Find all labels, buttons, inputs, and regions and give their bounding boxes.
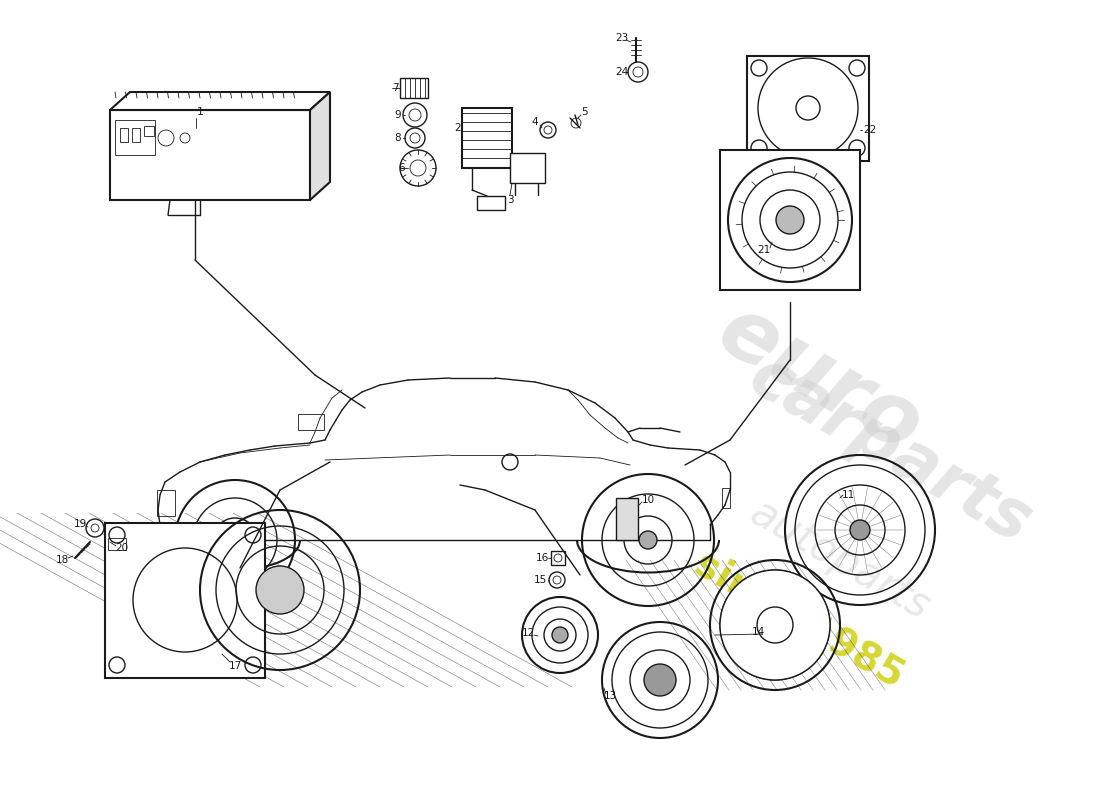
Text: 1: 1	[197, 107, 204, 117]
Circle shape	[720, 570, 830, 680]
Text: carparts: carparts	[737, 342, 1043, 558]
Circle shape	[758, 58, 858, 158]
Text: euro: euro	[703, 289, 936, 471]
Text: 18: 18	[55, 555, 68, 565]
Circle shape	[776, 206, 804, 234]
Text: 8: 8	[395, 133, 402, 143]
Bar	[110, 110, 310, 200]
Circle shape	[256, 566, 304, 614]
Circle shape	[850, 520, 870, 540]
Bar	[510, 153, 544, 183]
Text: 3: 3	[507, 195, 514, 205]
Bar	[157, 490, 175, 516]
Polygon shape	[110, 92, 330, 110]
Text: 14: 14	[751, 627, 764, 637]
Polygon shape	[310, 92, 330, 200]
Text: 21: 21	[758, 245, 771, 255]
Text: 23: 23	[615, 33, 628, 43]
Bar	[616, 498, 638, 540]
Text: 11: 11	[842, 490, 855, 500]
Text: 4: 4	[531, 117, 538, 127]
Text: 6: 6	[398, 163, 405, 173]
Bar	[462, 108, 512, 168]
Text: 20: 20	[116, 543, 129, 553]
Text: 5: 5	[582, 107, 588, 117]
Bar	[104, 523, 265, 678]
Bar	[116, 120, 155, 155]
Circle shape	[227, 532, 243, 548]
Text: 10: 10	[641, 495, 654, 505]
Bar	[144, 126, 154, 136]
Text: 7: 7	[392, 83, 398, 93]
Circle shape	[552, 627, 568, 643]
Text: 9: 9	[395, 110, 402, 120]
Text: 13: 13	[604, 691, 617, 701]
Bar	[747, 56, 869, 161]
Bar	[400, 78, 428, 98]
Text: 16: 16	[536, 553, 549, 563]
Circle shape	[405, 128, 425, 148]
Text: 24: 24	[615, 67, 628, 77]
Bar	[132, 128, 140, 142]
Circle shape	[133, 548, 236, 652]
Bar	[108, 538, 126, 550]
Text: 19: 19	[74, 519, 87, 529]
Bar	[477, 196, 505, 210]
Circle shape	[644, 664, 676, 696]
Bar	[120, 128, 128, 142]
Bar	[720, 150, 860, 290]
Text: since 1985: since 1985	[689, 545, 911, 695]
Circle shape	[757, 607, 793, 643]
Bar	[551, 551, 565, 565]
Text: 15: 15	[534, 575, 547, 585]
Bar	[722, 488, 730, 508]
Text: 22: 22	[864, 125, 877, 135]
Circle shape	[86, 519, 104, 537]
Circle shape	[400, 150, 436, 186]
Text: 17: 17	[229, 661, 242, 671]
Text: 12: 12	[521, 628, 535, 638]
Text: 2: 2	[454, 123, 461, 133]
Bar	[298, 414, 324, 430]
Circle shape	[403, 103, 427, 127]
Circle shape	[639, 531, 657, 549]
Text: autoparts: autoparts	[742, 492, 937, 628]
